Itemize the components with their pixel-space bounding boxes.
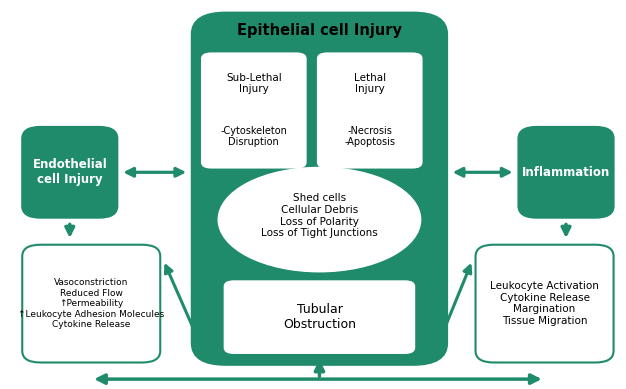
Text: Tubular
Obstruction: Tubular Obstruction [283, 303, 356, 331]
FancyBboxPatch shape [23, 245, 160, 363]
Text: Sub-Lethal
Injury: Sub-Lethal Injury [226, 73, 282, 95]
Ellipse shape [218, 167, 421, 272]
FancyBboxPatch shape [200, 52, 307, 169]
FancyBboxPatch shape [192, 13, 447, 364]
Text: Lethal
Injury: Lethal Injury [354, 73, 386, 95]
Text: Endothelial
cell Injury: Endothelial cell Injury [33, 158, 107, 186]
FancyBboxPatch shape [476, 245, 613, 363]
Text: Vasoconstriction
Reduced Flow
↑Permeability
↑Leukocyte Adhesion Molecules
Cytoki: Vasoconstriction Reduced Flow ↑Permeabil… [18, 278, 165, 329]
FancyBboxPatch shape [23, 127, 117, 218]
FancyBboxPatch shape [316, 52, 423, 169]
Text: Shed cells
Cellular Debris
Loss of Polarity
Loss of Tight Junctions: Shed cells Cellular Debris Loss of Polar… [261, 193, 378, 238]
Text: -Necrosis
-Apoptosis: -Necrosis -Apoptosis [344, 126, 395, 147]
Text: Leukocyte Activation
Cytokine Release
Margination
Tissue Migration: Leukocyte Activation Cytokine Release Ma… [490, 281, 599, 326]
Text: Inflammation: Inflammation [522, 166, 610, 179]
Text: -Cytoskeleton
Disruption: -Cytoskeleton Disruption [220, 126, 287, 147]
Text: Epithelial cell Injury: Epithelial cell Injury [237, 23, 402, 38]
FancyBboxPatch shape [518, 127, 613, 218]
FancyBboxPatch shape [223, 279, 416, 355]
